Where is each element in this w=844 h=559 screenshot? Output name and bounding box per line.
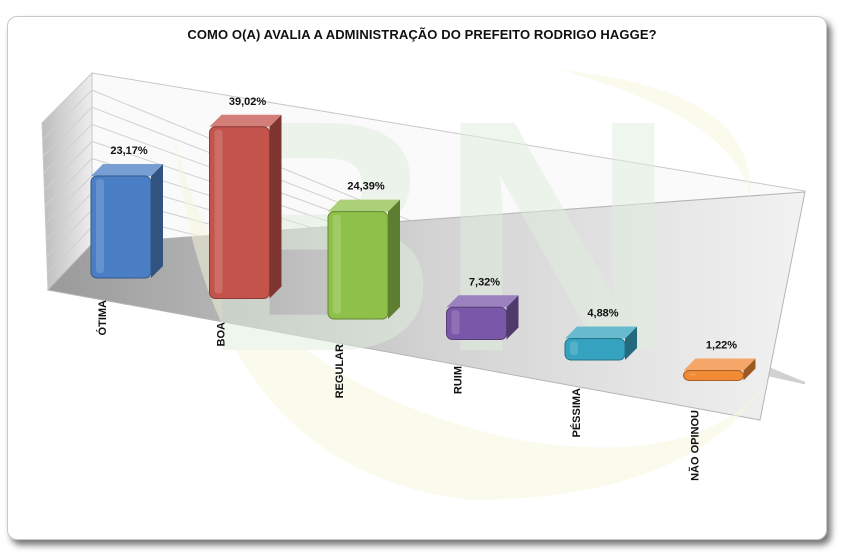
bar-front xyxy=(683,370,744,381)
value-label: 39,02% xyxy=(229,96,267,108)
grid-line xyxy=(44,158,93,207)
bar-highlight xyxy=(570,341,578,355)
grid-line xyxy=(45,175,93,224)
bar-highlight xyxy=(333,214,341,314)
value-label: 23,17% xyxy=(110,145,148,157)
bar-front xyxy=(90,175,152,279)
bar-top xyxy=(565,326,637,339)
value-label: 24,39% xyxy=(347,181,385,193)
chart-labels: 23,17% ÓTIMA 39,02% BOA 24,39% REGULAR 7,32% RU… xyxy=(96,96,737,481)
grid-line xyxy=(43,123,93,174)
bar-6 xyxy=(683,358,756,381)
category-label: NÃO OPINOU xyxy=(689,410,702,481)
bar-highlight xyxy=(688,373,697,376)
value-label: 1,22% xyxy=(706,340,737,352)
bar-highlight xyxy=(96,179,104,273)
grid-line xyxy=(42,89,93,141)
bar-4 xyxy=(446,295,519,340)
bar-5 xyxy=(564,326,637,361)
category-label: RUIM xyxy=(453,366,465,394)
bar-top xyxy=(446,295,519,308)
category-label: ÓTIMA xyxy=(96,300,109,335)
bar-1 xyxy=(90,164,163,279)
bar-3 xyxy=(327,199,400,320)
bar-top xyxy=(683,358,756,371)
bar-front xyxy=(209,126,270,299)
grid-line xyxy=(42,106,93,157)
bar-top xyxy=(91,164,163,177)
grid-line xyxy=(46,209,93,257)
bar-side xyxy=(388,199,400,319)
grid-line xyxy=(45,192,93,241)
category-label: PÉSSIMA xyxy=(570,388,583,438)
grid-line xyxy=(47,226,93,274)
category-label: REGULAR xyxy=(334,344,346,398)
bar-side xyxy=(151,164,163,278)
bar-top xyxy=(209,114,282,127)
chart-title: COMO O(A) AVALIA A ADMINISTRAÇÃO DO PREF… xyxy=(187,27,657,42)
watermark-swoosh xyxy=(560,70,751,200)
bar-2 xyxy=(209,114,282,299)
watermark-swoosh xyxy=(175,140,770,500)
bar-front xyxy=(564,338,626,361)
value-label: 7,32% xyxy=(469,276,500,288)
bar-side xyxy=(269,114,282,299)
bar-front xyxy=(327,211,389,320)
bar-side xyxy=(743,358,756,381)
bar-side xyxy=(506,295,519,340)
value-label: 4,88% xyxy=(587,308,618,320)
grid-line xyxy=(44,141,93,191)
category-label: BOA xyxy=(216,322,228,347)
bar-top xyxy=(328,199,400,212)
bar-highlight xyxy=(451,310,460,335)
bar-front xyxy=(446,306,507,340)
bar-highlight xyxy=(214,129,223,294)
chart-bars xyxy=(90,114,756,381)
bar-side xyxy=(625,326,637,360)
